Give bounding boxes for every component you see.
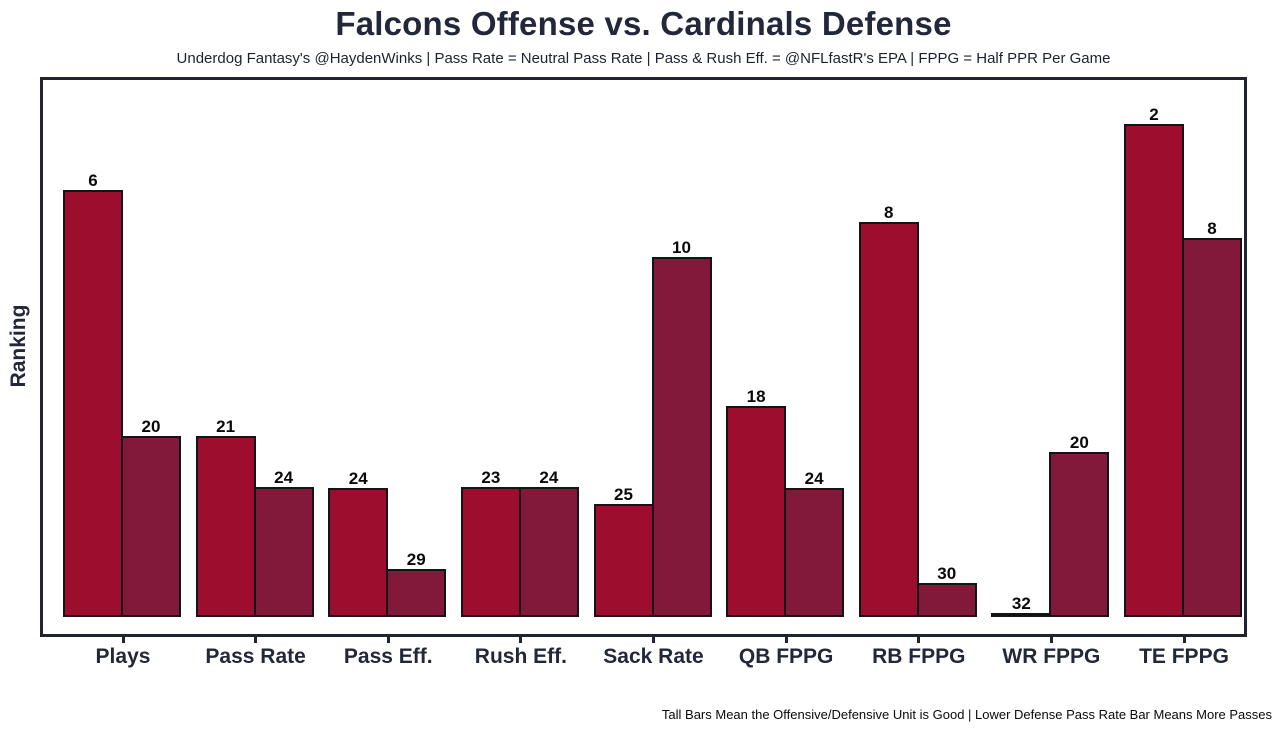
bar-group-plays: 6 20	[63, 80, 183, 617]
defense-bar-sack-rate: 10	[651, 239, 712, 617]
bar-value-label: 24	[804, 469, 824, 488]
bar-value-label: 2	[1149, 105, 1159, 124]
x-tick-label-wr-fppg: WR FPPG	[1002, 645, 1101, 668]
bar-group-sack-rate: 25 10	[593, 80, 714, 617]
tick-cell	[63, 637, 183, 643]
bar-value-label: 8	[1207, 219, 1217, 238]
bar-value-label: 24	[539, 468, 559, 487]
bar-group-rush-eff: 23 24	[460, 80, 581, 617]
offense-bar-pass-rate: 21	[195, 418, 256, 617]
defense-bar-pass-rate: 24	[253, 469, 314, 617]
x-axis-ticks	[43, 637, 1244, 643]
plot-area: 6 20 21 24 24 29 23 24 25 10 18 24 8 30 32 20 2 8	[40, 77, 1247, 637]
bar-value-label: 6	[88, 171, 98, 190]
tick-cell	[594, 637, 714, 643]
tick-cell	[991, 637, 1111, 643]
offense-bar-rb-fppg: 8	[858, 204, 919, 617]
x-tick-label-plays: Plays	[95, 645, 151, 668]
bar-group-qb-fppg: 18 24	[726, 80, 846, 617]
x-tick-mark	[1182, 637, 1186, 643]
tick-cell	[859, 637, 979, 643]
x-tick-label-qb-fppg: QB FPPG	[738, 645, 834, 668]
bar-value-label: 20	[141, 417, 161, 436]
defense-bar-plays: 20	[121, 418, 181, 617]
tick-cell	[196, 637, 316, 643]
bar-value-label: 29	[406, 550, 426, 569]
bar-value-label: 18	[746, 387, 766, 406]
defense-bar-qb-fppg: 24	[784, 470, 845, 617]
bar-group-rb-fppg: 8 30	[858, 80, 979, 617]
offense-bar-wr-fppg: 32	[991, 595, 1052, 617]
bar-value-label: 30	[937, 564, 957, 583]
bar-value-label: 24	[348, 469, 368, 488]
x-tick-mark	[652, 637, 655, 643]
bar-value-label: 8	[884, 203, 894, 222]
x-tick-label-te-fppg: TE FPPG	[1139, 645, 1229, 668]
tick-cell	[328, 637, 448, 643]
x-tick-mark	[121, 637, 125, 643]
y-axis-label: Ranking	[7, 304, 30, 388]
bar-value-label: 24	[274, 468, 294, 487]
offense-bar-rush-eff: 23	[460, 469, 521, 617]
chart-subtitle: Underdog Fantasy's @HaydenWinks | Pass R…	[176, 50, 1111, 67]
x-tick-mark	[386, 637, 390, 643]
x-tick-label-pass-eff: Pass Eff.	[343, 645, 433, 668]
bar-group-wr-fppg: 32 20	[991, 80, 1111, 617]
bar-value-label: 10	[672, 238, 691, 257]
offense-bar-plays: 6	[63, 172, 123, 617]
chart-title: Falcons Offense vs. Cardinals Defense	[335, 5, 952, 42]
bar-group-pass-eff: 24 29	[328, 80, 448, 617]
bar-value-label: 32	[1011, 594, 1031, 613]
bar-value-label: 23	[481, 468, 501, 487]
defense-bar-rb-fppg: 30	[916, 565, 977, 617]
x-tick-label-pass-rate: Pass Rate	[205, 645, 306, 668]
defense-bar-rush-eff: 24	[518, 469, 579, 617]
chart-footnote: Tall Bars Mean the Offensive/Defensive U…	[661, 707, 1272, 722]
x-tick-label-rb-fppg: RB FPPG	[872, 645, 966, 668]
x-tick-label-sack-rate: Sack Rate	[603, 645, 704, 668]
x-tick-mark	[917, 637, 921, 643]
x-tick-mark	[784, 637, 788, 643]
tick-cell	[726, 637, 846, 643]
bar-value-label: 21	[216, 417, 236, 436]
x-axis-labels: Plays Pass Rate Pass Eff. Rush Eff. Sack Rat…	[43, 645, 1244, 669]
offense-bar-pass-eff: 24	[328, 470, 389, 617]
bars-container: 6 20 21 24 24 29 23 24 25 10 18 24 8 30 32 20 2 8	[43, 80, 1244, 634]
x-tick-mark	[254, 637, 258, 643]
tick-cell	[461, 637, 581, 643]
bar-value-label: 20	[1069, 433, 1089, 452]
x-tick-label-rush-eff: Rush Eff.	[474, 645, 567, 668]
bar-group-pass-rate: 21 24	[195, 80, 316, 617]
offense-bar-te-fppg: 2	[1124, 106, 1184, 617]
x-tick-mark	[1049, 637, 1053, 643]
tick-cell	[1124, 637, 1244, 643]
offense-bar-qb-fppg: 18	[726, 388, 787, 617]
defense-bar-wr-fppg: 20	[1049, 434, 1110, 617]
defense-bar-te-fppg: 8	[1182, 220, 1242, 617]
defense-bar-pass-eff: 29	[386, 551, 447, 617]
bar-value-label: 25	[614, 485, 633, 504]
x-tick-mark	[519, 637, 523, 643]
offense-bar-sack-rate: 25	[593, 486, 654, 617]
